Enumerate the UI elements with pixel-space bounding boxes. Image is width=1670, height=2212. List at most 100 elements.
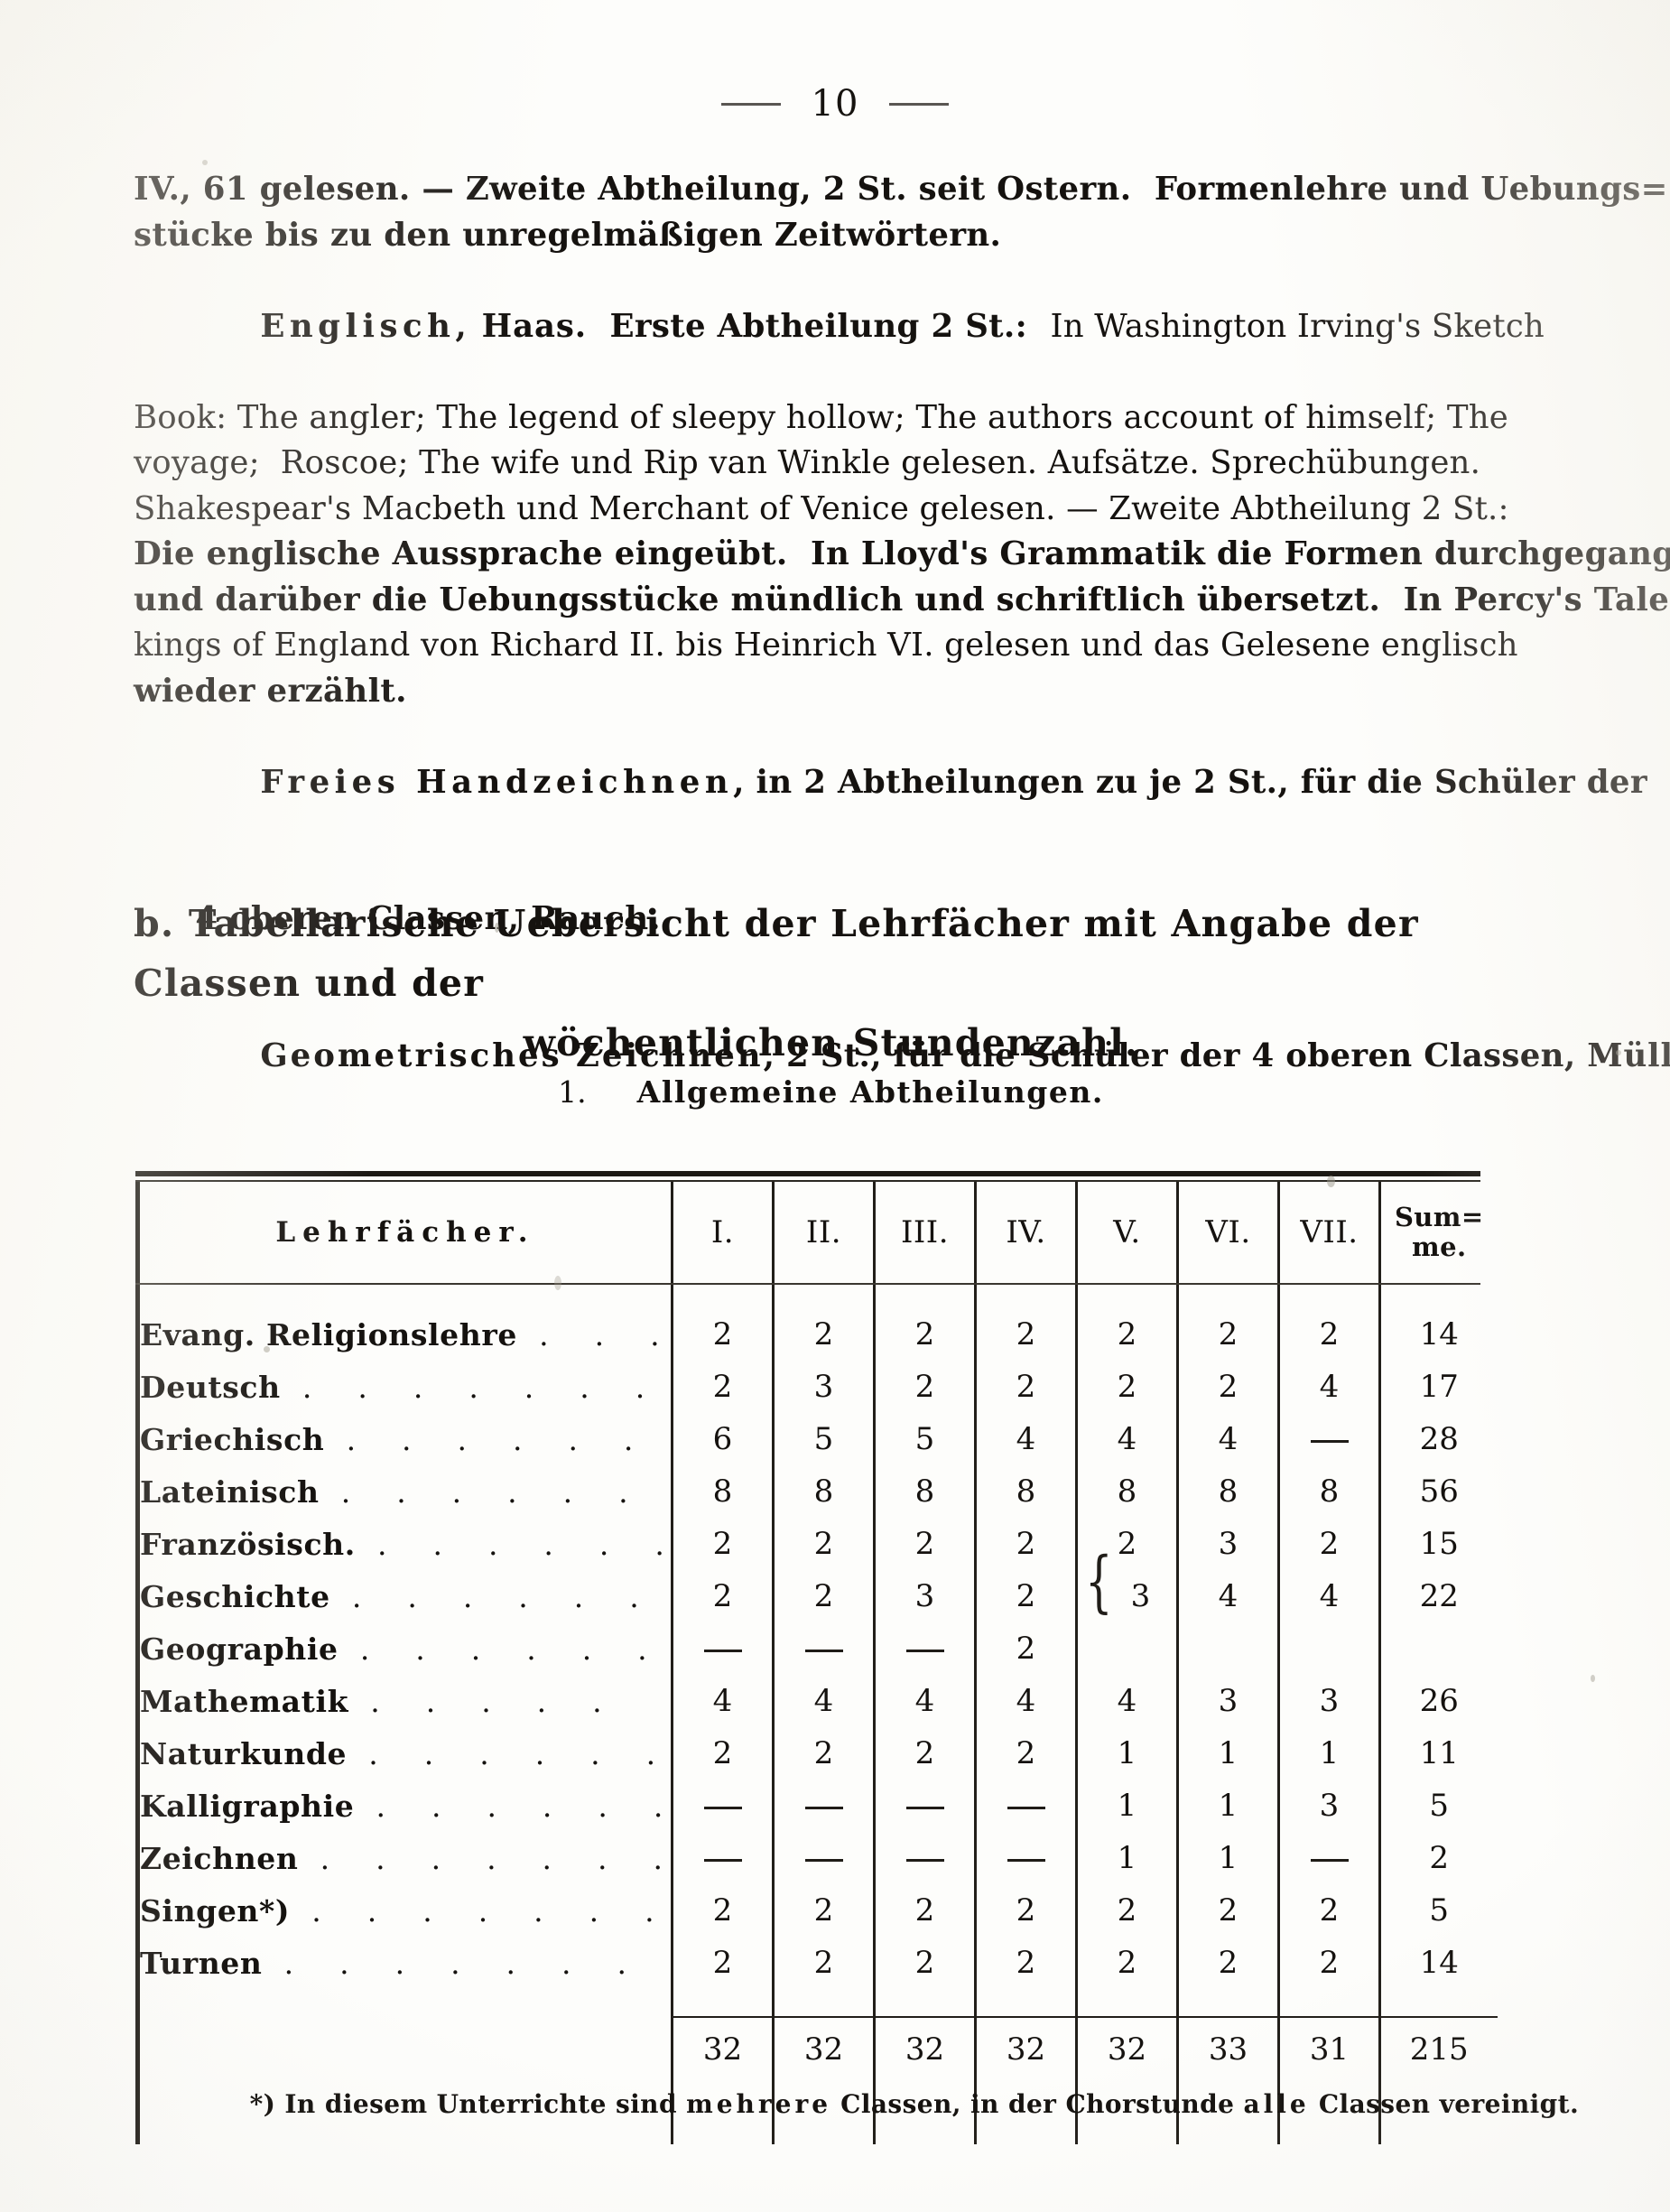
table-cell-value xyxy=(772,1832,875,1884)
table-cell-subject: Singen*) . . . . . . . xyxy=(135,1884,673,1937)
em-dash-mark xyxy=(905,1806,944,1809)
table-top-rule-thick xyxy=(135,1171,1480,1176)
table-cell-value: 2 xyxy=(974,1884,1077,1937)
subject-name: Turnen xyxy=(140,1945,284,1981)
paragraph-line: IV., 61 gelesen. — Zweite Abtheilung, 2 … xyxy=(134,171,1668,208)
paragraph-line: Englisch, Haas. Erste Abtheilung 2 St.: … xyxy=(260,307,1545,345)
em-dash-mark xyxy=(1007,1806,1045,1809)
page-number: 10 xyxy=(811,83,859,125)
column-header-class-2: II. xyxy=(772,1182,875,1283)
table-cell-subject: Deutsch . . . . . . . xyxy=(135,1361,673,1413)
table-cell-value: 8 xyxy=(671,1465,774,1518)
table-cell-value: 2 xyxy=(974,1727,1077,1780)
table-cell-value: 1 xyxy=(1075,1780,1178,1832)
table-row: Griechisch . . . . . . 6 5 5 4 4 4 28 xyxy=(135,1413,1498,1465)
table-cell-value: 1 xyxy=(1176,1727,1279,1780)
leader-dots: . . . . . xyxy=(370,1683,611,1719)
table-cell-value: 8 xyxy=(974,1465,1077,1518)
table-cell-value: 1 xyxy=(1176,1832,1279,1884)
table-cell-value: 2 xyxy=(671,1361,774,1413)
leader-dots: . . . xyxy=(539,1316,669,1352)
table-cell-value: 2 xyxy=(772,1518,875,1570)
table-cell-subject: Mathematik . . . . . xyxy=(135,1675,673,1727)
table-cell-value: 2 xyxy=(1176,1884,1279,1937)
table-cell-subject: Französisch. . . . . . . xyxy=(135,1518,673,1570)
table-cell-value: 11 xyxy=(1378,1727,1498,1780)
table-cell-value: 2 xyxy=(1075,1884,1178,1937)
table-cell-subject: Evang. Religionslehre . . . xyxy=(135,1308,673,1361)
leader-dots: . . . . . . xyxy=(351,1578,648,1614)
sum-header-line1: Sum= xyxy=(1394,1202,1484,1232)
table-cell-value: 1 xyxy=(1075,1832,1178,1884)
table-cell-value xyxy=(671,1780,774,1832)
table-cell-value: 2 xyxy=(671,1308,774,1361)
table-cell-value: 4 xyxy=(1176,1570,1279,1622)
table-cell-value: 2 xyxy=(671,1727,774,1780)
em-dash-mark xyxy=(804,1806,843,1809)
paragraph-line: Freies Handzeichnen, in 2 Abtheilungen z… xyxy=(260,763,1647,801)
table-cell-value: 2 xyxy=(671,1570,774,1622)
table-cell-value xyxy=(974,1832,1077,1884)
table-cell-value: 2 xyxy=(772,1884,875,1937)
schedule-table-body: Evang. Religionslehre . . . 2 2 2 2 2 2 2 14 Deut… xyxy=(135,1285,1498,2144)
table-cell-value: 3 xyxy=(1277,1675,1380,1727)
table-cell-value xyxy=(671,1622,774,1675)
paragraph-line: und darüber die Uebungsstücke mündlich u… xyxy=(134,581,1670,618)
column-header-class-3: III. xyxy=(873,1182,976,1283)
table-subtitle-text: Allgemeine Abtheilungen. xyxy=(636,1074,1104,1110)
table-cell-value xyxy=(1378,1622,1498,1675)
table-cell-value: 2 xyxy=(671,1937,774,1989)
subject-name: Kalligraphie xyxy=(140,1788,376,1824)
paragraph-line: Book: The angler; The legend of sleepy h… xyxy=(134,398,1508,436)
table-cell-value xyxy=(1176,1622,1279,1675)
footnote-text: *) In diesem Unterrichte sind mehrere Cl… xyxy=(249,2089,1580,2119)
paragraph-line: Die englische Aussprache eingeübt. In Ll… xyxy=(134,535,1670,572)
subject-name: Geographie xyxy=(140,1631,360,1667)
table-cell-value xyxy=(1277,1622,1380,1675)
table-cell-value: 4 xyxy=(1075,1413,1178,1465)
table-cell-value: 4 xyxy=(671,1675,774,1727)
leader-dots: . . . . . . . xyxy=(311,1892,663,1929)
paragraph-line: wieder erzählt. xyxy=(134,672,407,710)
table-cell-value: 2 xyxy=(974,1308,1077,1361)
table-cell-value: 2 xyxy=(873,1361,976,1413)
table-cell-value: 2 xyxy=(1176,1937,1279,1989)
column-header-class-7: VII. xyxy=(1277,1182,1380,1283)
paragraph-line: Shakespear's Macbeth und Merchant of Ven… xyxy=(134,489,1509,527)
paragraph-line: voyage; Roscoe; The wife und Rip van Win… xyxy=(134,444,1481,481)
em-dash-mark xyxy=(1007,1858,1045,1862)
subject-name: Mathematik xyxy=(140,1683,371,1719)
table-cell-value: 2 xyxy=(1075,1937,1178,1989)
table-row: Naturkunde . . . . . . 2 2 2 2 1 1 1 11 xyxy=(135,1727,1498,1780)
table-cell-value: 3 xyxy=(772,1361,875,1413)
table-cell-value xyxy=(1277,1832,1380,1884)
table-cell-value: 2 xyxy=(974,1937,1077,1989)
paragraph-line: stücke bis zu den unregelmäßigen Zeitwör… xyxy=(134,216,1002,254)
table-cell-value xyxy=(1075,1622,1178,1675)
table-cell-value: 1 xyxy=(1176,1780,1279,1832)
table-cell-value: 2 xyxy=(1176,1361,1279,1413)
table-cell-value: 1 xyxy=(1277,1727,1380,1780)
table-cell-value: 14 xyxy=(1378,1937,1498,1989)
table-cell-subject: Griechisch . . . . . . xyxy=(135,1413,673,1465)
table-cell-value: 2 xyxy=(1277,1518,1380,1570)
subject-name: Geschichte xyxy=(140,1578,352,1614)
table-cell-value: {3 xyxy=(1075,1548,1178,1622)
subject-label: Englisch, xyxy=(260,307,472,345)
subject-name: Zeichnen xyxy=(140,1840,320,1876)
table-footnote: *) In diesem Unterrichte sind mehrere Cl… xyxy=(213,2059,1579,2149)
leader-dots: . . . . . . xyxy=(368,1735,665,1771)
table-cell-value: 3 xyxy=(1176,1675,1279,1727)
table-cell-value: 3 xyxy=(873,1570,976,1622)
leader-dots: . . . . . . xyxy=(340,1473,637,1510)
table-cell-subject: Geographie . . . . . . xyxy=(135,1622,673,1675)
table-row: Lateinisch . . . . . . 8 8 8 8 8 8 8 56 xyxy=(135,1465,1498,1518)
subject-name: Singen*) xyxy=(140,1892,312,1929)
em-dash-mark xyxy=(804,1649,843,1652)
table-cell-value xyxy=(873,1622,976,1675)
table-row: Geschichte . . . . . . 2 2 3 2{3 4 4 22 xyxy=(135,1548,1498,1622)
table-cell-value: 2 xyxy=(1277,1308,1380,1361)
em-dash-mark xyxy=(703,1806,742,1809)
em-dash-mark xyxy=(1310,1858,1349,1862)
